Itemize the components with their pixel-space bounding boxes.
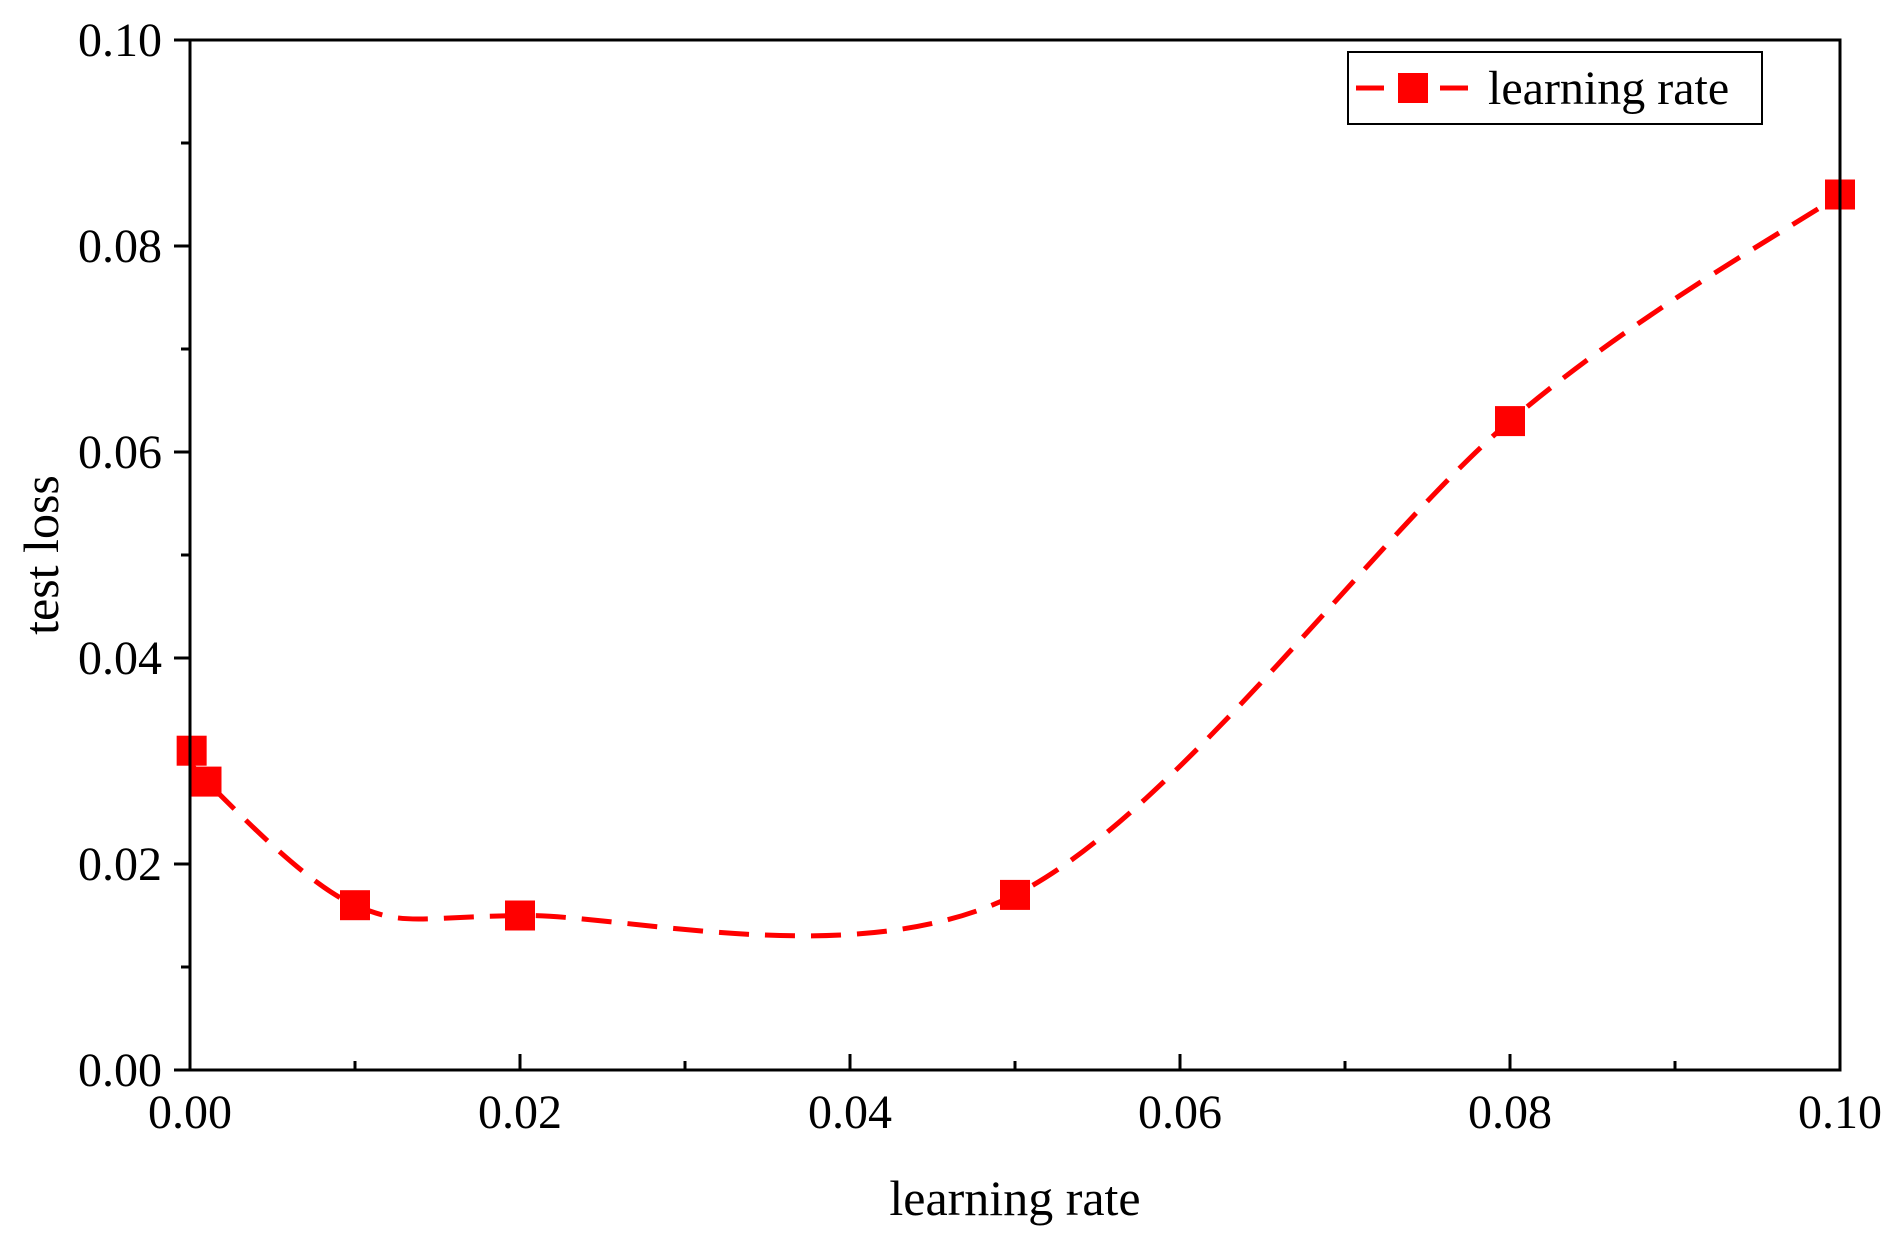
x-tick-label: 0.06 <box>1138 1086 1222 1139</box>
y-axis-title: test loss <box>13 475 69 635</box>
series-line <box>187 192 1842 939</box>
data-point-marker <box>1000 879 1030 910</box>
x-tick-label: 0.02 <box>478 1086 562 1139</box>
x-tick-label: 0.08 <box>1468 1086 1552 1139</box>
y-tick-label: 0.02 <box>78 838 162 891</box>
legend-box <box>1347 51 1763 125</box>
data-point-marker <box>1495 406 1525 437</box>
data-point-marker <box>340 890 370 921</box>
data-point-marker <box>176 735 207 766</box>
legend-label: learning rate <box>1488 62 1729 115</box>
plot-frame <box>188 38 1842 1072</box>
y-tick-label: 0.06 <box>78 426 162 479</box>
data-point-marker <box>505 900 535 931</box>
x-tick-label: 0.10 <box>1798 1086 1882 1139</box>
y-tick-label: 0.00 <box>78 1044 162 1097</box>
x-tick-label: 0.00 <box>148 1086 232 1139</box>
legend-marker-sample <box>1398 73 1428 103</box>
x-axis-title: learning rate <box>889 1170 1140 1226</box>
x-tick-label: 0.04 <box>808 1086 892 1139</box>
plot-layer <box>176 179 1855 939</box>
legend: learning rate <box>1347 51 1763 125</box>
y-tick-label: 0.04 <box>78 632 162 685</box>
y-tick-label: 0.10 <box>78 14 162 67</box>
data-point-marker <box>191 766 222 797</box>
y-tick-label: 0.08 <box>78 220 162 273</box>
ticks-layer: 0.00 0.02 0.04 0.06 0.08 0.10 0.00 0.02 0.04 0.06… <box>78 14 1882 1139</box>
